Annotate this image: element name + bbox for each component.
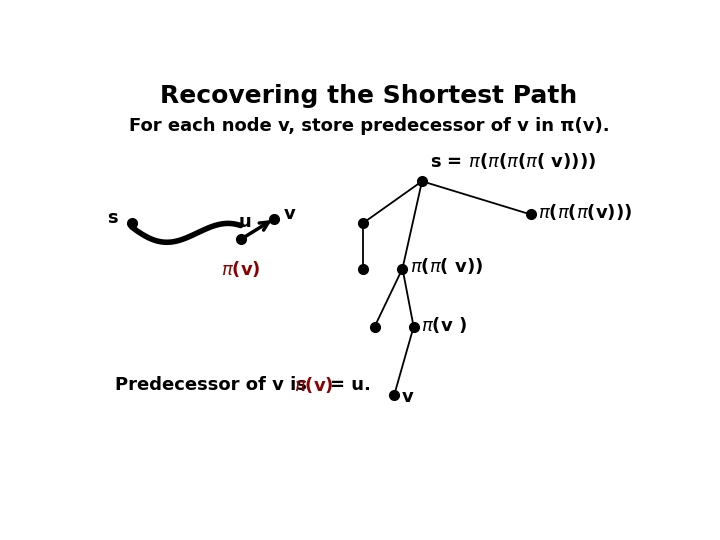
Text: = u.: = u. xyxy=(330,376,371,394)
Text: $\pi$(v): $\pi$(v) xyxy=(221,259,261,279)
Text: $\pi$(v ): $\pi$(v ) xyxy=(421,315,467,335)
Text: s: s xyxy=(107,209,118,227)
Text: u: u xyxy=(239,213,251,231)
Text: $\pi$($\pi$( v)): $\pi$($\pi$( v)) xyxy=(410,256,483,276)
Text: For each node v, store predecessor of v in π(v).: For each node v, store predecessor of v … xyxy=(129,117,609,135)
Text: Recovering the Shortest Path: Recovering the Shortest Path xyxy=(161,84,577,107)
Text: $\pi$($\pi$($\pi$(v))): $\pi$($\pi$($\pi$(v))) xyxy=(538,202,632,222)
Text: v: v xyxy=(284,205,296,222)
Text: Predecessor of v is: Predecessor of v is xyxy=(115,376,307,394)
Text: $\pi$(v): $\pi$(v) xyxy=(294,375,333,395)
Text: v: v xyxy=(401,388,413,407)
Text: s = $\pi$($\pi$($\pi$($\pi$( v)))): s = $\pi$($\pi$($\pi$($\pi$( v)))) xyxy=(431,151,596,171)
